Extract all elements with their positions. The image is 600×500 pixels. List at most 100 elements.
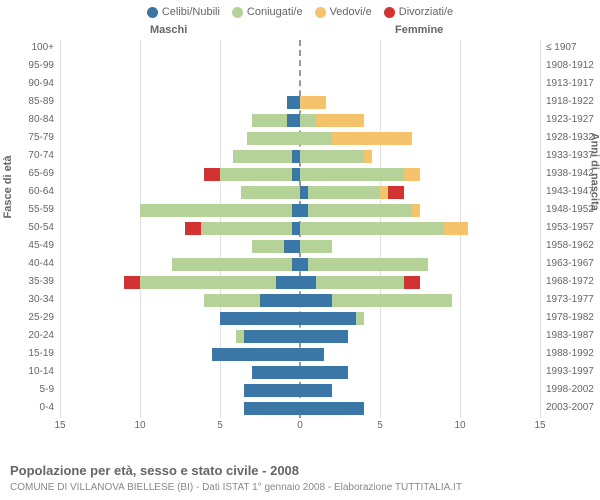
population-pyramid: Celibi/NubiliConiugati/eVedovi/eDivorzia… bbox=[0, 0, 600, 500]
male-bar bbox=[241, 186, 300, 199]
year-label: 1938-1942 bbox=[546, 168, 594, 179]
bar-segment bbox=[308, 258, 428, 271]
year-label: 1953-1957 bbox=[546, 222, 594, 233]
year-label: 1908-1912 bbox=[546, 60, 594, 71]
legend-label: Vedovi/e bbox=[330, 6, 372, 18]
bar-segment bbox=[332, 294, 452, 307]
male-bar bbox=[172, 258, 300, 271]
male-bar bbox=[252, 366, 300, 379]
female-bar bbox=[300, 402, 364, 415]
bar-segment bbox=[300, 150, 364, 163]
x-tick-label: 15 bbox=[534, 420, 545, 431]
age-row: 85-891918-1922 bbox=[60, 94, 540, 112]
plot-area: 15105051015 100+≤ 190795-991908-191290-9… bbox=[60, 40, 540, 418]
bar-segment bbox=[287, 96, 300, 109]
female-bar bbox=[300, 96, 326, 109]
age-label: 25-29 bbox=[28, 312, 54, 323]
year-label: 1963-1967 bbox=[546, 258, 594, 269]
bar-segment bbox=[241, 186, 300, 199]
bar-segment bbox=[140, 276, 276, 289]
bar-segment bbox=[316, 276, 404, 289]
bar-segment bbox=[252, 114, 287, 127]
bar-segment bbox=[201, 222, 292, 235]
bar-segment bbox=[308, 204, 412, 217]
bar-segment bbox=[252, 366, 300, 379]
bar-segment bbox=[212, 348, 300, 361]
male-bar bbox=[204, 168, 300, 181]
age-label: 65-69 bbox=[28, 168, 54, 179]
age-row: 80-841923-1927 bbox=[60, 112, 540, 130]
bar-segment bbox=[260, 294, 300, 307]
age-row: 10-141993-1997 bbox=[60, 364, 540, 382]
age-label: 15-19 bbox=[28, 348, 54, 359]
bar-segment bbox=[300, 366, 348, 379]
bar-segment bbox=[292, 258, 300, 271]
year-label: 1923-1927 bbox=[546, 114, 594, 125]
bar-segment bbox=[284, 240, 300, 253]
female-bar bbox=[300, 366, 348, 379]
bar-segment bbox=[300, 204, 308, 217]
age-row: 65-691938-1942 bbox=[60, 166, 540, 184]
year-label: 1993-1997 bbox=[546, 366, 594, 377]
x-tick-label: 5 bbox=[377, 420, 383, 431]
bar-segment bbox=[300, 330, 348, 343]
year-label: 1918-1922 bbox=[546, 96, 594, 107]
age-label: 20-24 bbox=[28, 330, 54, 341]
age-row: 25-291978-1982 bbox=[60, 310, 540, 328]
age-label: 30-34 bbox=[28, 294, 54, 305]
age-label: 95-99 bbox=[28, 60, 54, 71]
legend-swatch bbox=[384, 7, 395, 18]
age-label: 45-49 bbox=[28, 240, 54, 251]
bar-segment bbox=[276, 276, 300, 289]
male-bar bbox=[204, 294, 300, 307]
female-bar bbox=[300, 222, 468, 235]
bar-segment bbox=[233, 150, 292, 163]
bar-segment bbox=[300, 384, 332, 397]
bar-segment bbox=[244, 402, 300, 415]
bar-segment bbox=[300, 114, 316, 127]
bar-segment bbox=[300, 258, 308, 271]
age-row: 15-191988-1992 bbox=[60, 346, 540, 364]
bar-segment bbox=[300, 222, 444, 235]
bar-segment bbox=[244, 330, 300, 343]
age-label: 60-64 bbox=[28, 186, 54, 197]
legend-swatch bbox=[315, 7, 326, 18]
x-tick-label: 10 bbox=[454, 420, 465, 431]
x-tick-label: 5 bbox=[217, 420, 223, 431]
x-tick-label: 15 bbox=[54, 420, 65, 431]
bar-segment bbox=[220, 168, 292, 181]
year-label: 2003-2007 bbox=[546, 402, 594, 413]
female-bar bbox=[300, 294, 452, 307]
bar-segment bbox=[172, 258, 292, 271]
female-bar bbox=[300, 204, 420, 217]
legend-item: Divorziati/e bbox=[384, 6, 453, 18]
male-bar bbox=[212, 348, 300, 361]
bar-segment bbox=[124, 276, 140, 289]
chart-subtitle: COMUNE DI VILLANOVA BIELLESE (BI) - Dati… bbox=[10, 482, 462, 493]
female-bar bbox=[300, 330, 348, 343]
bar-segment bbox=[185, 222, 201, 235]
age-row: 50-541953-1957 bbox=[60, 220, 540, 238]
male-bar bbox=[236, 330, 300, 343]
x-tick-label: 10 bbox=[134, 420, 145, 431]
age-label: 10-14 bbox=[28, 366, 54, 377]
legend-item: Coniugati/e bbox=[232, 6, 303, 18]
bar-segment bbox=[244, 384, 300, 397]
bar-segment bbox=[356, 312, 364, 325]
bar-segment bbox=[332, 132, 412, 145]
bar-segment bbox=[287, 114, 300, 127]
female-bar bbox=[300, 312, 364, 325]
bar-segment bbox=[300, 276, 316, 289]
year-label: ≤ 1907 bbox=[546, 42, 577, 53]
male-bar bbox=[124, 276, 300, 289]
chart-title: Popolazione per età, sesso e stato civil… bbox=[10, 463, 299, 478]
bar-segment bbox=[140, 204, 292, 217]
female-bar bbox=[300, 132, 412, 145]
bar-segment bbox=[204, 168, 220, 181]
male-bar bbox=[247, 132, 300, 145]
bar-segment bbox=[388, 186, 404, 199]
y-axis-title: Fasce di età bbox=[2, 156, 14, 219]
age-label: 100+ bbox=[31, 42, 54, 53]
bar-segment bbox=[300, 402, 364, 415]
bar-segment bbox=[412, 204, 420, 217]
